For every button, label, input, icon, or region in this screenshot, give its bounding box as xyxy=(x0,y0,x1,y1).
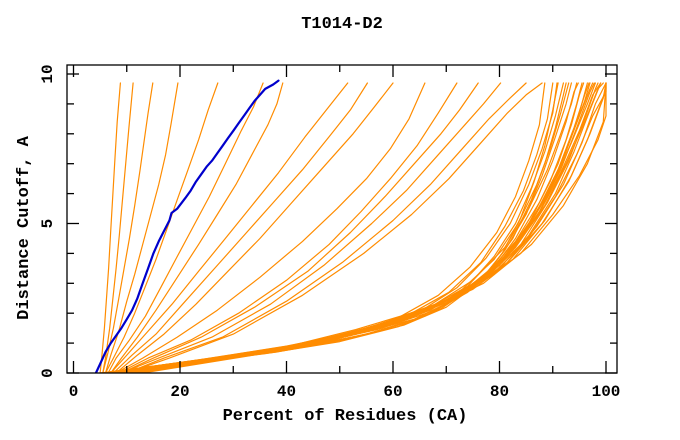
model-curve xyxy=(99,82,122,373)
model-curve xyxy=(120,82,502,373)
model-curve xyxy=(110,82,349,373)
model-curve xyxy=(120,82,479,373)
x-tick-label: 20 xyxy=(170,383,189,401)
y-tick-label: 10 xyxy=(39,64,57,83)
x-axis-title: Percent of Residues (CA) xyxy=(223,407,468,426)
model-curve xyxy=(126,82,604,373)
model-curve xyxy=(136,82,607,373)
y-tick-label: 0 xyxy=(39,368,57,378)
model-curve xyxy=(115,82,394,373)
model-curve xyxy=(112,82,368,373)
model-curve xyxy=(102,82,134,373)
x-tick-label: 100 xyxy=(592,383,621,401)
y-tick-label: 5 xyxy=(39,219,57,229)
x-tick-label: 80 xyxy=(490,383,509,401)
model-curve xyxy=(104,82,179,373)
plot-frame xyxy=(66,64,618,374)
y-axis-title: Distance Cutoff, A xyxy=(15,135,34,319)
model-curve xyxy=(104,82,546,373)
model-curve xyxy=(110,82,284,373)
x-tick-label: 0 xyxy=(69,383,79,401)
model-curve xyxy=(104,82,219,373)
x-tick-label: 40 xyxy=(277,383,296,401)
x-tick-label: 60 xyxy=(383,383,402,401)
highlighted-model-curve xyxy=(94,79,280,373)
chart-title: T1014-D2 xyxy=(301,15,383,34)
model-curve xyxy=(126,82,527,373)
model-curve xyxy=(115,82,426,373)
model-curve xyxy=(102,82,154,373)
model-curve xyxy=(118,82,458,373)
model-curves-layer xyxy=(94,79,607,373)
model-curve xyxy=(107,82,264,373)
axis-ticks-layer xyxy=(67,65,617,374)
model-curve xyxy=(126,82,543,373)
tick-labels-layer: 0 20 40 60 80 100 0 5 10 xyxy=(39,64,620,401)
